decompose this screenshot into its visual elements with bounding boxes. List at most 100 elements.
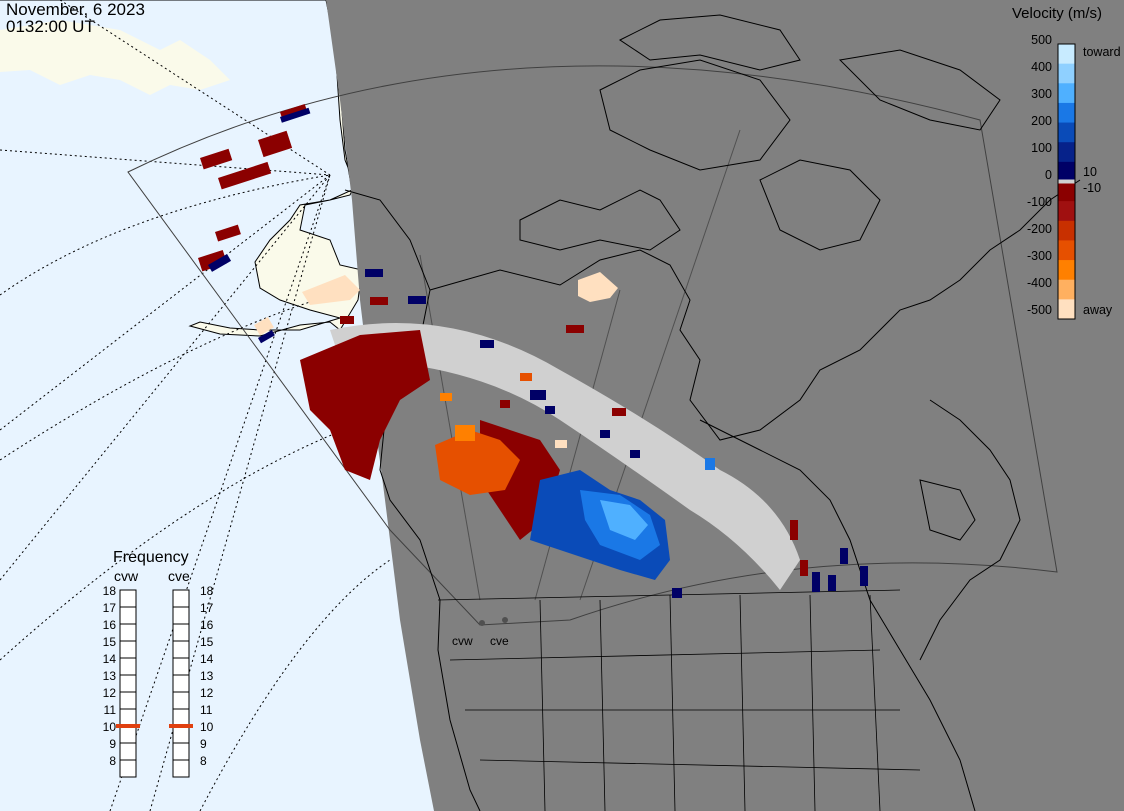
colorbar-segment (1058, 161, 1075, 182)
colorbar-tick: -400 (1026, 276, 1052, 290)
frequency-scale-label: 17 (200, 601, 214, 615)
frequency-scale-label: 12 (200, 686, 214, 700)
colorbar-segment (1058, 299, 1075, 320)
velocity-colorbar (1058, 44, 1075, 320)
frequency-scale-label: 9 (200, 737, 207, 751)
site-label-cvw: cvw (452, 634, 473, 648)
frequency-scale-label: 8 (200, 754, 207, 768)
frequency-scale-label: 9 (109, 737, 116, 751)
frequency-cell (172, 691, 190, 710)
frequency-cell (172, 640, 190, 659)
frequency-cell (172, 725, 190, 744)
frequency-scale-label: 11 (200, 703, 213, 717)
frequency-cell (172, 708, 190, 727)
field-of-view-outline (127, 65, 1058, 626)
frequency-cell (119, 708, 137, 727)
colorbar-tick: 500 (1031, 33, 1052, 47)
frequency-radar-name-cve: cve (168, 568, 190, 584)
frequency-cell (172, 759, 190, 778)
frequency-scale-label: 14 (200, 652, 214, 666)
day-land-chukotka (0, 20, 230, 95)
frequency-scale-label: 13 (102, 669, 116, 683)
colorbar-segment (1058, 83, 1075, 104)
colorbar-away-label: away (1083, 303, 1113, 317)
colorbar-segment (1058, 63, 1075, 84)
frequency-radar-name-cvw: cvw (114, 568, 139, 584)
frequency-title: Frequency (113, 549, 189, 566)
frequency-scale-label: 10 (102, 720, 116, 734)
colorbar-segment (1058, 44, 1075, 65)
frequency-cell (119, 606, 137, 625)
site-marker-cve (502, 617, 508, 623)
frequency-scale-label: 10 (200, 720, 214, 734)
site-label-cve: cve (490, 634, 509, 648)
colorbar-tick: -300 (1026, 249, 1052, 263)
colorbar-tick: 100 (1031, 141, 1052, 155)
us-state-borders (437, 589, 921, 811)
frequency-scale-label: 16 (200, 618, 214, 632)
frequency-cell (119, 623, 137, 642)
colorbar-tick: -100 (1026, 195, 1052, 209)
colorbar-segment (1058, 220, 1075, 241)
colorbar-frame (1057, 43, 1076, 320)
frequency-cell (119, 742, 137, 761)
frequency-cell (172, 606, 190, 625)
colorbar-segment (1058, 122, 1075, 143)
colorbar-tick: 300 (1031, 87, 1052, 101)
colorbar-tick: -200 (1026, 222, 1052, 236)
velocity-scatter-blue (207, 107, 868, 598)
frequency-cell (172, 657, 190, 676)
date-label: November, 6 2023 (6, 0, 145, 19)
frequency-scale-label: 14 (102, 652, 116, 666)
velocity-scatter-orange (435, 373, 532, 495)
frequency-scale-label: 15 (200, 635, 214, 649)
colorbar-tick: -500 (1026, 303, 1052, 317)
frequency-marker (116, 724, 140, 728)
colorbar-segment (1058, 102, 1075, 124)
colorbar-segment (1058, 201, 1075, 222)
colorbar-segment (1058, 142, 1075, 163)
frequency-cell (172, 674, 190, 693)
frequency-cell (119, 759, 137, 778)
frequency-cell (119, 640, 137, 659)
frequency-cell (119, 725, 137, 744)
colorbar-toward-label: toward (1083, 45, 1121, 59)
time-label: 0132:00 UT (6, 17, 95, 36)
colorbar-tick: 400 (1031, 60, 1052, 74)
frequency-cell (119, 674, 137, 693)
frequency-scale-label: 11 (103, 703, 116, 717)
frequency-cell (119, 691, 137, 710)
day-land-alaska (0, 0, 363, 337)
colorbar-zero-band (1058, 179, 1075, 184)
frequency-cell (119, 657, 137, 676)
frequency-scale-label: 13 (200, 669, 214, 683)
colorbar-inner-tick-pos: 10 (1083, 165, 1097, 179)
colorbar-segment (1058, 181, 1075, 202)
colorbar-tick: 0 (1045, 168, 1052, 182)
frequency-scale-label: 12 (102, 686, 116, 700)
colorbar-title: Velocity (m/s) (1012, 5, 1103, 22)
colorbar-segment (1058, 260, 1075, 281)
colorbar-segment (1058, 240, 1075, 261)
frequency-cell (172, 742, 190, 761)
site-marker-cvw (479, 620, 485, 626)
day-grid (0, 0, 391, 811)
frequency-scale-label: 17 (102, 601, 116, 615)
frequency-marker (169, 724, 193, 728)
frequency-cell (172, 589, 190, 608)
velocity-scatter-peach (254, 272, 618, 448)
frequency-boxes (116, 589, 193, 778)
colorbar-inner-tick-neg: -10 (1083, 181, 1102, 195)
frequency-cell (119, 589, 137, 608)
frequency-scale-label: 18 (200, 584, 214, 598)
frequency-scale-label: 18 (102, 584, 116, 598)
frequency-scale-label: 8 (109, 754, 116, 768)
frequency-scale-label: 16 (102, 618, 116, 632)
frequency-cell (172, 623, 190, 642)
colorbar-segment (1058, 279, 1075, 300)
night-region (326, 0, 1124, 811)
colorbar-tick: 200 (1031, 114, 1052, 128)
frequency-scale-label: 15 (102, 635, 116, 649)
